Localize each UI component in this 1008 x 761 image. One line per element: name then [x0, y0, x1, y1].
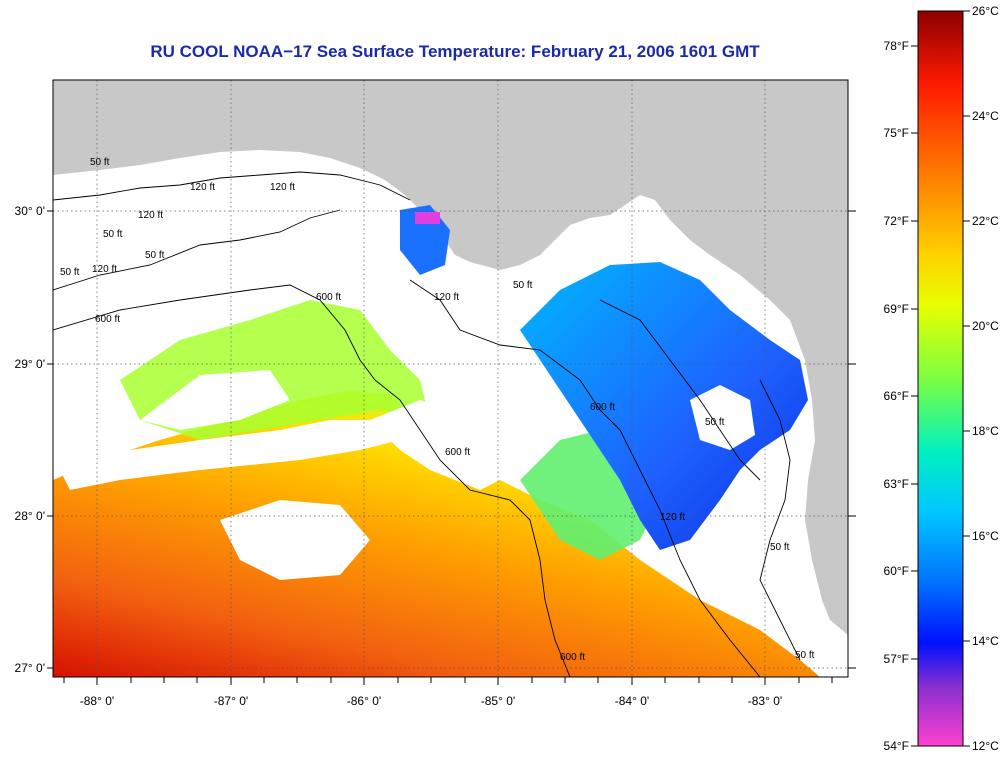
contour-label: 120 ft — [270, 182, 295, 193]
contour-600ft-mid — [374, 379, 571, 677]
contour-label: 120 ft — [190, 182, 215, 193]
graticule — [53, 80, 848, 677]
contour-label: 50 ft — [705, 417, 725, 428]
colorbar — [917, 10, 964, 747]
lon-label: -84° 0' — [615, 694, 649, 708]
fahrenheit-label: 66°F — [884, 389, 909, 403]
cloud-patch-3 — [690, 385, 755, 450]
contour-600ft-west — [53, 284, 376, 381]
celsius-label: 20°C — [972, 319, 999, 333]
celsius-label: 16°C — [972, 529, 999, 543]
plot-frame — [52, 79, 849, 678]
depth-contours — [53, 171, 801, 677]
contour-label: 120 ft — [660, 512, 685, 523]
fahrenheit-label: 54°F — [884, 739, 909, 753]
fahrenheit-label: 57°F — [884, 652, 909, 666]
contour-50ft-east — [759, 379, 801, 661]
lon-label: -87° 0' — [214, 694, 248, 708]
lat-label: 27° 0' — [15, 661, 45, 675]
celsius-label: 14°C — [972, 634, 999, 648]
lon-axis-labels: -88° 0' -87° 0' -86° 0' -85° 0' -84° 0' … — [80, 694, 782, 708]
sst-cold-plume — [520, 262, 808, 550]
contour-label: 120 ft — [138, 210, 163, 221]
contour-label: 600 ft — [560, 652, 585, 663]
sst-cold-spot — [415, 212, 440, 224]
lon-label: -88° 0' — [80, 694, 114, 708]
axis-ticks — [47, 210, 856, 685]
contour-label: 600 ft — [316, 292, 341, 303]
cloud-patch-2 — [220, 500, 370, 580]
colorbar-ticks — [911, 10, 970, 747]
celsius-label: 18°C — [972, 424, 999, 438]
contour-120ft-east — [619, 429, 761, 677]
celsius-label: 12°C — [972, 739, 999, 753]
contour-label: 50 ft — [103, 229, 123, 240]
contour-label: 50 ft — [60, 267, 80, 278]
contour-label: 50 ft — [90, 157, 110, 168]
contour-50ft-west — [53, 171, 411, 201]
lon-label: -83° 0' — [748, 694, 782, 708]
lat-label: 30° 0' — [15, 204, 45, 218]
fahrenheit-label: 63°F — [884, 477, 909, 491]
contour-120ft-west — [53, 209, 341, 291]
fahrenheit-label: 75°F — [884, 126, 909, 140]
fahrenheit-label: 69°F — [884, 302, 909, 316]
lon-label: -86° 0' — [347, 694, 381, 708]
cloud-patch-4 — [60, 420, 400, 490]
contour-labels: 50 ft 120 ft 600 ft 120 ft 50 ft 600 ft … — [60, 157, 815, 663]
map-title: RU COOL NOAA−17 Sea Surface Temperature:… — [150, 42, 760, 61]
lat-label: 29° 0' — [15, 357, 45, 371]
celsius-label: 26°C — [972, 4, 999, 18]
lat-axis-labels: 30° 0' 29° 0' 28° 0' 27° 0' — [15, 204, 45, 675]
colorbar-fahrenheit-labels: 78°F 75°F 72°F 69°F 66°F 63°F 60°F 57°F … — [884, 39, 909, 753]
fahrenheit-label: 60°F — [884, 564, 909, 578]
lat-label: 28° 0' — [15, 509, 45, 523]
lon-label: -85° 0' — [481, 694, 515, 708]
contour-label: 50 ft — [795, 650, 815, 661]
cloud-patch-5 — [370, 400, 520, 490]
fahrenheit-label: 78°F — [884, 39, 909, 53]
contour-label: 50 ft — [770, 542, 790, 553]
land-northern-coast — [53, 80, 848, 635]
contour-label: 120 ft — [434, 292, 459, 303]
contour-600ft-east — [599, 299, 761, 481]
contour-label: 600 ft — [590, 402, 615, 413]
contour-label: 50 ft — [145, 250, 165, 261]
celsius-label: 22°C — [972, 214, 999, 228]
contour-label: 120 ft — [92, 264, 117, 275]
celsius-label: 24°C — [972, 109, 999, 123]
colorbar-celsius-labels: 26°C 24°C 22°C 20°C 18°C 16°C 14°C 12°C — [972, 4, 999, 753]
cloud-patch-1 — [140, 370, 290, 430]
contour-120ft-mid — [409, 279, 621, 431]
contour-label: 600 ft — [445, 447, 470, 458]
contour-label: 50 ft — [513, 280, 533, 291]
fahrenheit-label: 72°F — [884, 214, 909, 228]
contour-label: 600 ft — [95, 314, 120, 325]
